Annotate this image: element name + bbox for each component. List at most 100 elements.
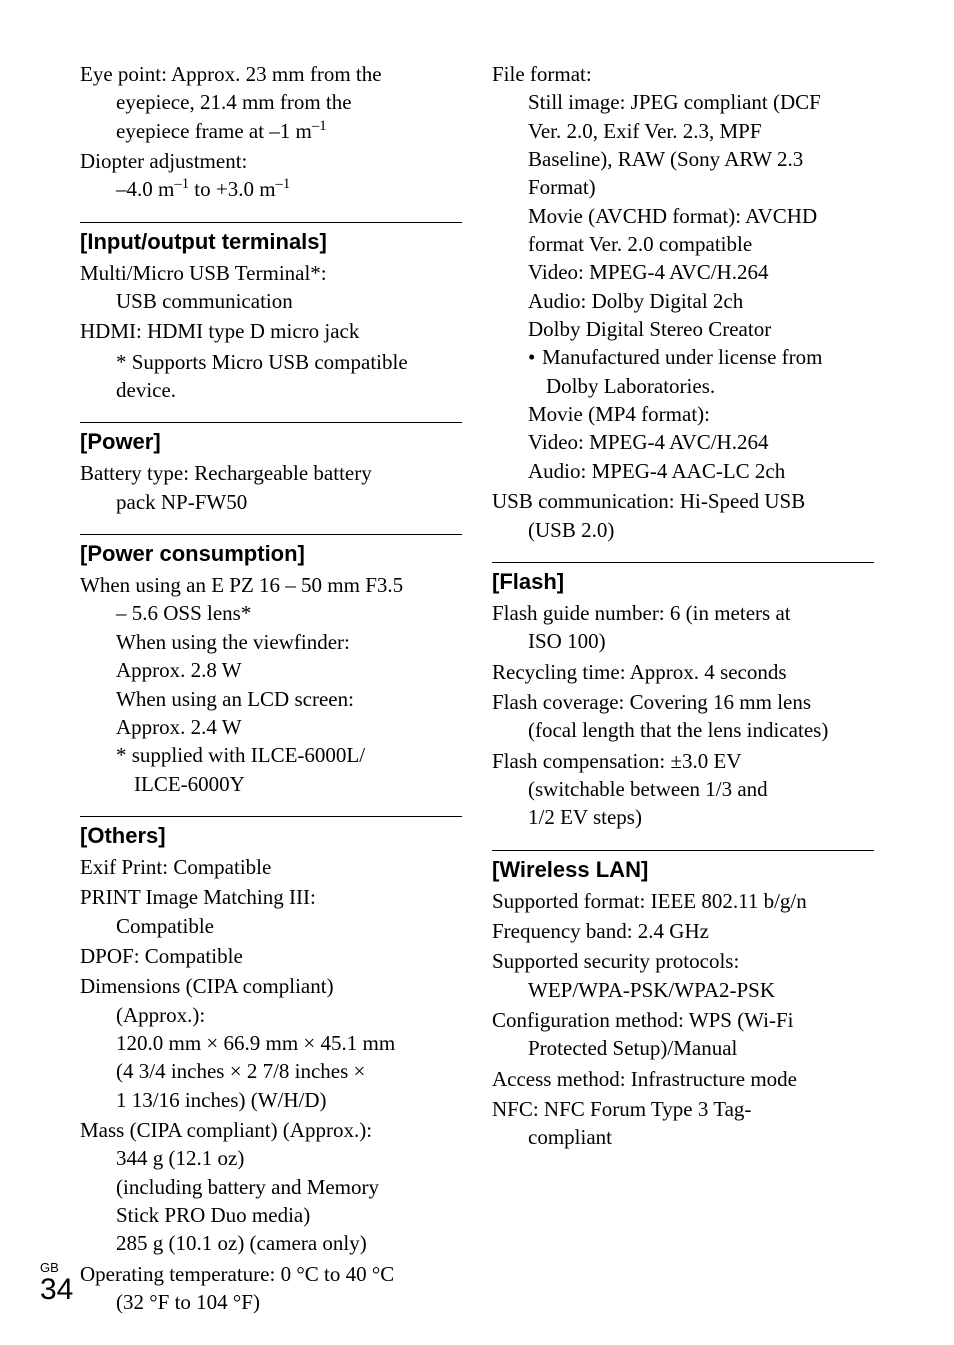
consumption-spec: When using an E PZ 16 – 50 mm F3.5 – 5.6… <box>80 571 462 798</box>
spec-text: (4 3/4 inches × 2 7/8 inches × <box>80 1057 462 1085</box>
spec-text: Dimensions (CIPA compliant) <box>80 974 334 998</box>
consumption-heading: [Power consumption] <box>80 534 462 567</box>
spec-text: Battery type: Rechargeable battery <box>80 461 372 485</box>
dpof-spec: DPOF: Compatible <box>80 942 462 970</box>
freq-spec: Frequency band: 2.4 GHz <box>492 917 874 945</box>
spec-text: Approx. 2.4 W <box>80 713 462 741</box>
spec-text: Stick PRO Duo media) <box>80 1201 462 1229</box>
spec-text: device. <box>80 376 462 404</box>
spec-text: * supplied with ILCE-6000L/ <box>80 741 462 769</box>
spec-text: Operating temperature: 0 °C to 40 °C <box>80 1262 394 1286</box>
flash-heading: [Flash] <box>492 562 874 595</box>
spec-text: USB communication <box>80 287 462 315</box>
spec-text: Approx. 23 mm from the <box>171 62 382 86</box>
flash-guide-spec: Flash guide number: 6 (in meters at ISO … <box>492 599 874 656</box>
spec-text: Eye point: <box>80 62 167 86</box>
spec-text: eyepiece, 21.4 mm from the <box>80 88 462 116</box>
spec-text: (switchable between 1/3 and <box>492 775 874 803</box>
spec-text: Approx. 2.8 W <box>80 656 462 684</box>
print-spec: PRINT Image Matching III: Compatible <box>80 883 462 940</box>
superscript: –1 <box>312 118 327 134</box>
spec-text: Mass (CIPA compliant) (Approx.): <box>80 1118 372 1142</box>
dolby-bullet: • Manufactured under license from <box>492 343 874 371</box>
spec-text: Multi/Micro USB Terminal*: <box>80 261 327 285</box>
spec-text: USB communication: Hi-Speed USB <box>492 489 805 513</box>
dimensions-spec: Dimensions (CIPA compliant) (Approx.): 1… <box>80 972 462 1114</box>
usb-spec: Multi/Micro USB Terminal*: USB communica… <box>80 259 462 316</box>
battery-spec: Battery type: Rechargeable battery pack … <box>80 459 462 516</box>
io-heading: [Input/output terminals] <box>80 222 462 255</box>
spec-text: (USB 2.0) <box>492 516 874 544</box>
spec-text: –4.0 m–1 to +3.0 m–1 <box>80 175 462 203</box>
spec-text: Flash compensation: ±3.0 EV <box>492 749 742 773</box>
spec-text: (32 °F to 104 °F) <box>80 1288 462 1316</box>
spec-text: Flash guide number: 6 (in meters at <box>492 601 791 625</box>
spec-text: When using the viewfinder: <box>80 628 462 656</box>
spec-text: ILCE-6000Y <box>80 770 462 798</box>
power-heading: [Power] <box>80 422 462 455</box>
spec-text: compliant <box>492 1123 874 1151</box>
access-spec: Access method: Infrastructure mode <box>492 1065 874 1093</box>
spec-text: format Ver. 2.0 compatible <box>492 230 874 258</box>
spec-text: 285 g (10.1 oz) (camera only) <box>80 1229 462 1257</box>
eyepoint-spec: Eye point: Approx. 23 mm from the eyepie… <box>80 60 462 145</box>
nfc-spec: NFC: NFC Forum Type 3 Tag- compliant <box>492 1095 874 1152</box>
flash-coverage-spec: Flash coverage: Covering 16 mm lens (foc… <box>492 688 874 745</box>
spec-text: (Approx.): <box>80 1001 462 1029</box>
superscript: –1 <box>276 176 291 192</box>
spec-text: Movie (AVCHD format): AVCHD <box>492 202 874 230</box>
spec-text: – 5.6 OSS lens* <box>80 599 462 627</box>
spec-text: Supported security protocols: <box>492 949 739 973</box>
spec-text: Movie (MP4 format): <box>492 400 874 428</box>
recycling-spec: Recycling time: Approx. 4 seconds <box>492 658 874 686</box>
mass-spec: Mass (CIPA compliant) (Approx.): 344 g (… <box>80 1116 462 1258</box>
spec-text: Still image: JPEG compliant (DCF <box>492 88 874 116</box>
spec-text: File format: <box>492 62 592 86</box>
spec-text: Format) <box>492 173 874 201</box>
spec-text: Video: MPEG-4 AVC/H.264 <box>492 258 874 286</box>
spec-text: Audio: MPEG-4 AAC-LC 2ch <box>492 457 874 485</box>
wlan-format-spec: Supported format: IEEE 802.11 b/g/n <box>492 887 874 915</box>
spec-text: Video: MPEG-4 AVC/H.264 <box>492 428 874 456</box>
temp-spec: Operating temperature: 0 °C to 40 °C (32… <box>80 1260 462 1317</box>
spec-text: Configuration method: WPS (Wi-Fi <box>492 1008 794 1032</box>
spec-text: Flash coverage: Covering 16 mm lens <box>492 690 811 714</box>
spec-text: Protected Setup)/Manual <box>492 1034 874 1062</box>
right-column: File format: Still image: JPEG compliant… <box>492 60 874 1318</box>
exif-spec: Exif Print: Compatible <box>80 853 462 881</box>
others-heading: [Others] <box>80 816 462 849</box>
usb-comm-spec: USB communication: Hi-Speed USB (USB 2.0… <box>492 487 874 544</box>
spec-text: Baseline), RAW (Sony ARW 2.3 <box>492 145 874 173</box>
spec-text: Diopter adjustment: <box>80 149 247 173</box>
spec-text: (focal length that the lens indicates) <box>492 716 874 744</box>
footer-left: GB 34 <box>40 1260 73 1305</box>
spec-text: 344 g (12.1 oz) <box>80 1144 462 1172</box>
spec-text: Audio: Dolby Digital 2ch <box>492 287 874 315</box>
spec-text: 1 13/16 inches) (W/H/D) <box>80 1086 462 1114</box>
spec-text: Ver. 2.0, Exif Ver. 2.3, MPF <box>492 117 874 145</box>
spec-text: 1/2 EV steps) <box>492 803 874 831</box>
spec-text: pack NP-FW50 <box>80 488 462 516</box>
page-footer: GB 34 <box>40 1260 73 1305</box>
hdmi-spec: HDMI: HDMI type D micro jack <box>80 317 462 345</box>
wlan-heading: [Wireless LAN] <box>492 850 874 883</box>
spec-text: ISO 100) <box>492 627 874 655</box>
spec-text: eyepiece frame at –1 m–1 <box>80 117 462 145</box>
spec-text: When using an E PZ 16 – 50 mm F3.5 <box>80 573 403 597</box>
spec-text: WEP/WPA-PSK/WPA2-PSK <box>492 976 874 1004</box>
page-columns: Eye point: Approx. 23 mm from the eyepie… <box>80 60 874 1318</box>
security-spec: Supported security protocols: WEP/WPA-PS… <box>492 947 874 1004</box>
spec-text: (including battery and Memory <box>80 1173 462 1201</box>
flash-comp-spec: Flash compensation: ±3.0 EV (switchable … <box>492 747 874 832</box>
spec-text: PRINT Image Matching III: <box>80 885 316 909</box>
page-number: 34 <box>40 1275 73 1305</box>
spec-text: 120.0 mm × 66.9 mm × 45.1 mm <box>80 1029 462 1057</box>
spec-text: Dolby Laboratories. <box>492 372 874 400</box>
spec-text: Dolby Digital Stereo Creator <box>492 315 874 343</box>
spec-text: Compatible <box>80 912 462 940</box>
diopter-spec: Diopter adjustment: –4.0 m–1 to +3.0 m–1 <box>80 147 462 204</box>
spec-text: Manufactured under license from <box>542 343 874 371</box>
spec-text: When using an LCD screen: <box>80 685 462 713</box>
config-spec: Configuration method: WPS (Wi-Fi Protect… <box>492 1006 874 1063</box>
bullet-icon: • <box>528 343 542 371</box>
